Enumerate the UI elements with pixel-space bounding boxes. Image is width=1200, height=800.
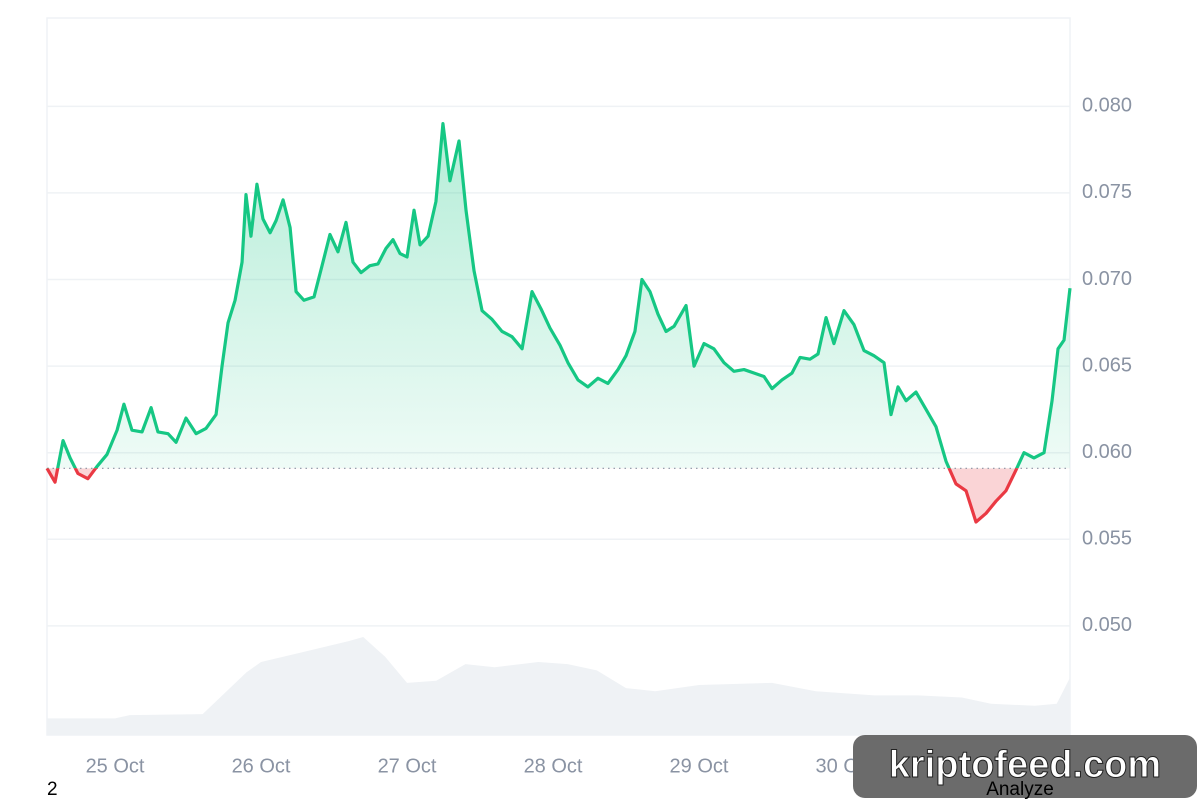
watermark: kriptofeed.com (889, 744, 1161, 786)
volume-area (47, 636, 1070, 735)
x-tick-label: 29 Oct (670, 755, 729, 777)
x-tick-label: 28 Oct (524, 755, 583, 777)
watermark-box (853, 735, 1197, 798)
y-tick-label: 0.065 (1082, 354, 1132, 376)
y-tick-label: 0.075 (1082, 181, 1132, 203)
x-tick-label: 26 Oct (232, 755, 291, 777)
x-tick-label: 27 Oct (378, 755, 437, 777)
y-tick-label: 0.080 (1082, 95, 1132, 117)
area-up (57, 123, 1070, 469)
y-tick-label: 0.055 (1082, 528, 1132, 550)
footer-left: 2 (47, 779, 58, 800)
y-tick-label: 0.070 (1082, 268, 1132, 290)
area-down (47, 468, 1070, 522)
x-tick-label: 25 Oct (86, 755, 145, 777)
footer-right: Analyze (986, 779, 1054, 800)
y-tick-label: 0.060 (1082, 441, 1132, 463)
y-tick-label: 0.050 (1082, 614, 1132, 636)
price-line-up (47, 122, 1072, 469)
